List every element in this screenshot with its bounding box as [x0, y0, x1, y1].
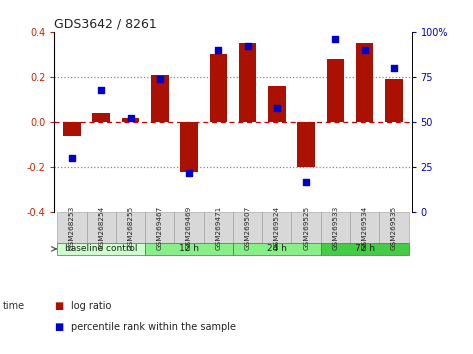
Bar — [92, 113, 110, 122]
Point — [244, 44, 251, 49]
Bar — [350, 212, 379, 243]
Bar — [210, 55, 227, 122]
Text: GSM269525: GSM269525 — [303, 205, 309, 250]
Bar — [298, 122, 315, 167]
Bar — [239, 43, 256, 122]
Point — [68, 155, 76, 161]
Text: GSM269524: GSM269524 — [274, 205, 280, 250]
Text: GSM269469: GSM269469 — [186, 205, 192, 250]
Text: GSM269535: GSM269535 — [391, 205, 397, 250]
Text: GSM268253: GSM268253 — [69, 205, 75, 250]
Bar — [321, 212, 350, 243]
Bar — [204, 212, 233, 243]
Point — [361, 47, 368, 53]
Point — [97, 87, 105, 92]
Text: baseline control: baseline control — [65, 244, 138, 253]
Text: GSM269471: GSM269471 — [215, 205, 221, 250]
Bar — [379, 212, 409, 243]
Bar — [268, 86, 286, 122]
Text: ■: ■ — [54, 301, 64, 311]
Bar — [180, 122, 198, 172]
Bar — [145, 212, 175, 243]
Text: GSM269534: GSM269534 — [362, 205, 368, 250]
Text: GDS3642 / 8261: GDS3642 / 8261 — [54, 18, 157, 31]
Text: GSM269467: GSM269467 — [157, 205, 163, 250]
Bar — [291, 212, 321, 243]
Bar — [262, 212, 291, 243]
Bar — [356, 43, 374, 122]
Point — [273, 105, 280, 110]
Text: ■: ■ — [54, 322, 64, 332]
Bar — [151, 75, 168, 122]
Text: GSM268255: GSM268255 — [128, 205, 133, 250]
Text: log ratio: log ratio — [71, 301, 111, 311]
Text: GSM269533: GSM269533 — [333, 205, 338, 250]
Bar — [57, 212, 87, 243]
Bar — [63, 122, 81, 136]
Point — [332, 36, 339, 42]
Bar — [57, 243, 145, 255]
Bar — [175, 212, 204, 243]
Bar — [233, 243, 321, 255]
Point — [390, 65, 398, 71]
Point — [215, 47, 222, 53]
Bar — [116, 212, 145, 243]
Point — [302, 179, 310, 184]
Bar — [385, 79, 403, 122]
Point — [185, 170, 193, 175]
Text: GSM268254: GSM268254 — [98, 205, 104, 250]
Point — [156, 76, 164, 81]
Bar — [321, 243, 409, 255]
Text: percentile rank within the sample: percentile rank within the sample — [71, 322, 236, 332]
Bar — [87, 212, 116, 243]
Bar — [233, 212, 262, 243]
Text: 72 h: 72 h — [355, 244, 375, 253]
Point — [127, 116, 134, 121]
Bar — [327, 59, 344, 122]
Text: 24 h: 24 h — [267, 244, 287, 253]
Text: GSM269507: GSM269507 — [245, 205, 251, 250]
Text: 12 h: 12 h — [179, 244, 199, 253]
Bar — [122, 118, 139, 122]
Text: time: time — [2, 301, 25, 311]
Bar — [145, 243, 233, 255]
